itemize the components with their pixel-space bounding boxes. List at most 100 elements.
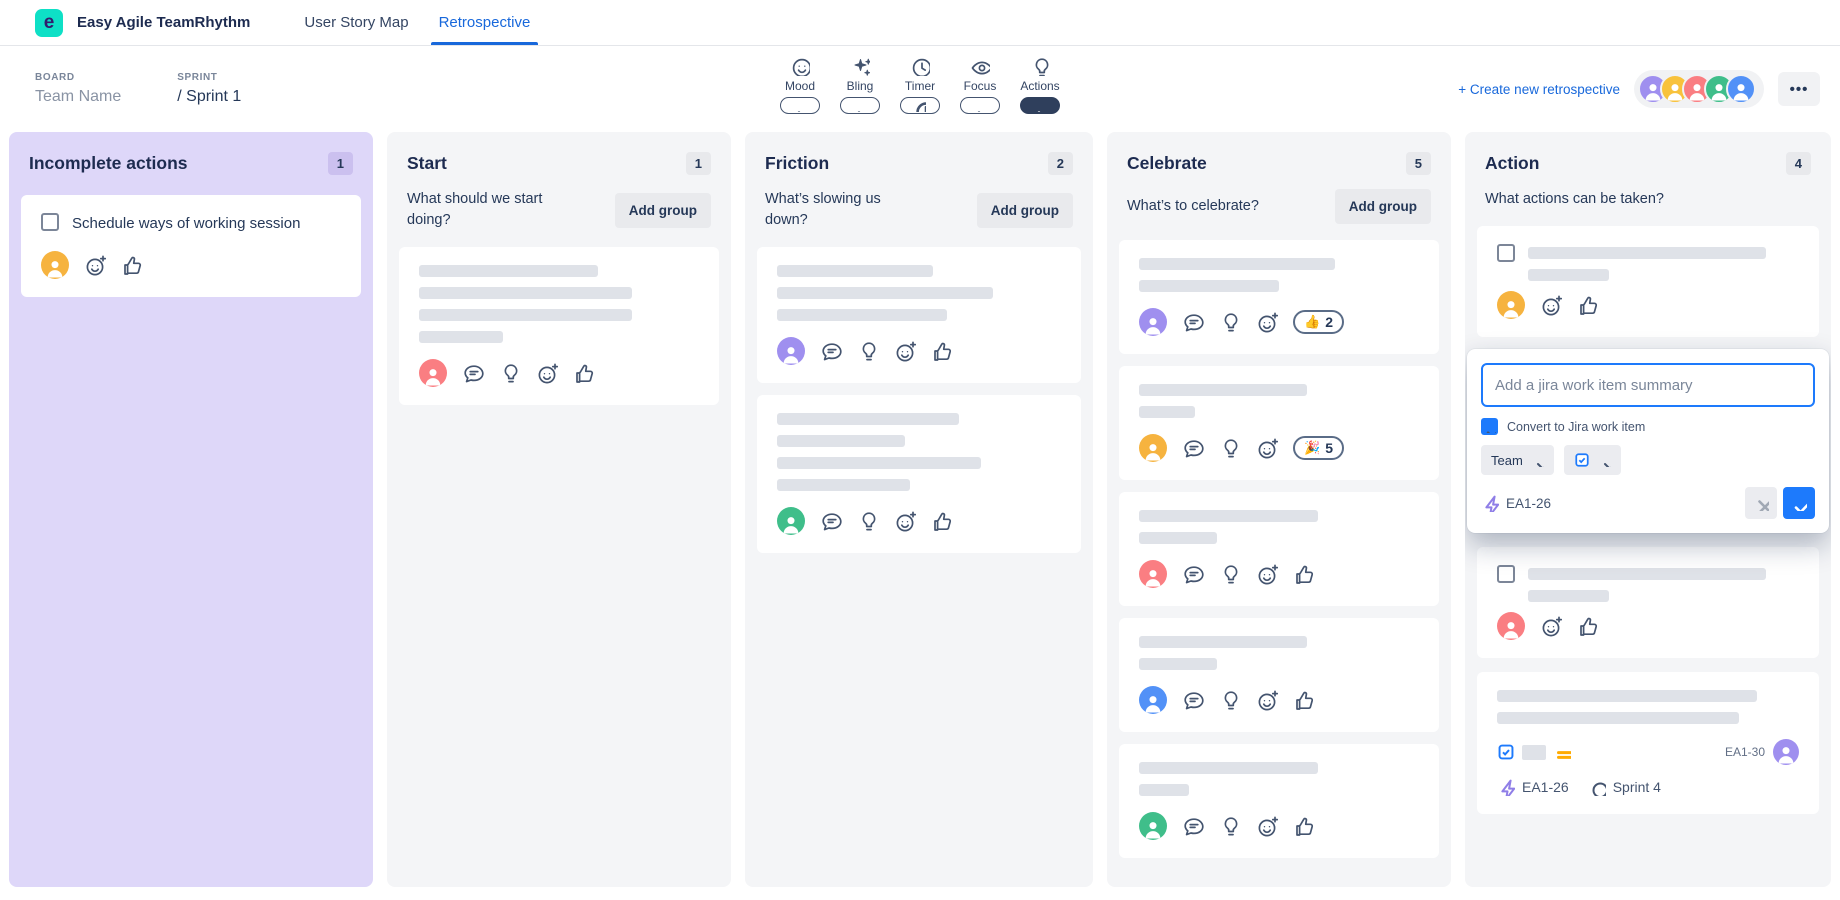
add-reaction-icon[interactable] — [1256, 815, 1278, 837]
lightbulb-icon[interactable] — [1219, 689, 1241, 711]
action-checkbox[interactable] — [1497, 565, 1515, 584]
thumbs-up-icon[interactable] — [121, 254, 143, 276]
lightbulb-icon[interactable] — [1219, 815, 1241, 837]
more-icon: ••• — [1789, 80, 1809, 98]
action-card[interactable] — [1477, 226, 1819, 338]
reaction-badge[interactable]: 🎉 5 — [1293, 436, 1344, 460]
work-item-type-selector[interactable] — [1563, 445, 1621, 476]
breadcrumb-sprint[interactable]: SPRINT / Sprint 1 — [177, 72, 241, 106]
add-reaction-icon[interactable] — [1256, 311, 1278, 333]
more-options-button[interactable]: ••• — [1778, 72, 1820, 106]
thumbs-up-icon[interactable] — [573, 362, 595, 384]
thumbs-up-icon[interactable] — [931, 340, 953, 362]
add-reaction-icon[interactable] — [1256, 563, 1278, 585]
add-reaction-icon[interactable] — [1256, 437, 1278, 459]
comment-icon[interactable] — [1182, 437, 1204, 459]
mood-toggle[interactable] — [780, 97, 820, 114]
linked-issue[interactable]: EA1-26 — [1481, 494, 1551, 513]
column-incomplete-actions: Incomplete actions 1 Schedule ways of wo… — [9, 132, 373, 887]
action-checkbox[interactable] — [41, 213, 59, 231]
lightbulb-icon[interactable] — [857, 340, 879, 362]
skeleton-line — [1139, 658, 1218, 670]
add-reaction-icon[interactable] — [1256, 689, 1278, 711]
thumbs-up-icon[interactable] — [1577, 615, 1599, 637]
thumbs-up-icon[interactable] — [1577, 294, 1599, 316]
tool-mood[interactable]: Mood — [776, 56, 824, 114]
thumbs-up-icon[interactable] — [1293, 563, 1315, 585]
column-title: Celebrate — [1127, 153, 1207, 173]
lightbulb-icon[interactable] — [1219, 563, 1241, 585]
retro-card[interactable]: 🎉 5 — [1119, 366, 1439, 480]
retro-card[interactable] — [1119, 618, 1439, 732]
create-new-retrospective-link[interactable]: + Create new retrospective — [1458, 81, 1620, 97]
bling-toggle[interactable] — [840, 97, 880, 114]
app-title: Easy Agile TeamRhythm — [77, 14, 251, 31]
retro-card[interactable] — [1119, 492, 1439, 606]
add-group-button[interactable]: Add group — [1334, 189, 1431, 224]
smiley-icon — [792, 58, 810, 76]
comment-icon[interactable] — [1182, 563, 1204, 585]
tool-bling[interactable]: Bling — [836, 56, 884, 114]
lightbulb-icon[interactable] — [499, 362, 521, 384]
lightbulb-icon[interactable] — [857, 510, 879, 532]
tool-actions[interactable]: Actions — [1016, 56, 1064, 114]
column-title: Incomplete actions — [29, 153, 188, 173]
reaction-badge[interactable]: 👍 2 — [1293, 310, 1344, 334]
tab-user-story-map[interactable]: User Story Map — [304, 14, 409, 31]
avatar[interactable] — [1726, 74, 1756, 104]
comment-icon[interactable] — [820, 340, 842, 362]
comment-icon[interactable] — [1182, 311, 1204, 333]
action-item-card[interactable]: Schedule ways of working session — [21, 195, 361, 297]
cancel-button[interactable] — [1745, 487, 1777, 520]
lightbulb-icon — [1035, 58, 1049, 76]
participant-avatars[interactable] — [1634, 70, 1764, 108]
comment-icon[interactable] — [820, 510, 842, 532]
retro-card[interactable] — [757, 395, 1081, 554]
breadcrumb-board[interactable]: BOARD Team Name — [35, 72, 121, 106]
skeleton-line — [777, 457, 982, 470]
add-reaction-icon[interactable] — [1540, 615, 1562, 637]
retro-card[interactable]: 👍 2 — [1119, 240, 1439, 354]
task-type-icon — [1575, 453, 1589, 467]
retro-card[interactable] — [757, 247, 1081, 384]
lightbulb-icon[interactable] — [1219, 437, 1241, 459]
priority-medium-icon — [1557, 751, 1571, 759]
convert-label: Convert to Jira work item — [1507, 419, 1646, 434]
linked-issue[interactable]: EA1-26 — [1497, 778, 1569, 797]
timer-toggle[interactable] — [900, 97, 940, 114]
check-icon — [1794, 501, 1807, 512]
retro-card[interactable] — [1119, 744, 1439, 858]
sprint-tag[interactable]: Sprint 4 — [1589, 779, 1661, 796]
action-checkbox[interactable] — [1497, 244, 1515, 263]
add-reaction-icon[interactable] — [84, 254, 106, 276]
jira-summary-input[interactable] — [1481, 363, 1815, 408]
lightbulb-icon[interactable] — [1219, 311, 1241, 333]
retro-card[interactable] — [399, 247, 719, 406]
add-group-button[interactable]: Add group — [976, 192, 1073, 228]
column-prompt: What’s slowing us down? — [765, 191, 881, 229]
comment-icon[interactable] — [462, 362, 484, 384]
comment-icon[interactable] — [1182, 689, 1204, 711]
thumbs-up-icon[interactable] — [1293, 815, 1315, 837]
add-reaction-icon[interactable] — [1540, 294, 1562, 316]
tool-focus[interactable]: Focus — [956, 56, 1004, 114]
add-reaction-icon[interactable] — [536, 362, 558, 384]
thumbs-up-icon[interactable] — [1293, 689, 1315, 711]
jira-work-item-editor: Convert to Jira work item Team EA — [1467, 349, 1829, 534]
add-reaction-icon[interactable] — [894, 510, 916, 532]
thumbs-up-icon[interactable] — [931, 510, 953, 532]
linked-jira-card[interactable]: EA1-30 EA1-26 Sprint 4 — [1477, 672, 1819, 815]
actions-toggle[interactable] — [1020, 97, 1060, 114]
action-card[interactable] — [1477, 547, 1819, 659]
add-reaction-icon[interactable] — [894, 340, 916, 362]
project-selector[interactable]: Team — [1481, 445, 1554, 476]
tool-timer[interactable]: Timer — [896, 56, 944, 114]
tab-retrospective[interactable]: Retrospective — [430, 0, 539, 45]
convert-checkbox[interactable] — [1481, 418, 1498, 436]
check-icon — [1486, 426, 1496, 434]
confirm-button[interactable] — [1783, 487, 1815, 520]
comment-icon[interactable] — [1182, 815, 1204, 837]
add-group-button[interactable]: Add group — [614, 192, 711, 228]
focus-toggle[interactable] — [960, 97, 1000, 114]
sprint-label: SPRINT — [177, 72, 218, 83]
